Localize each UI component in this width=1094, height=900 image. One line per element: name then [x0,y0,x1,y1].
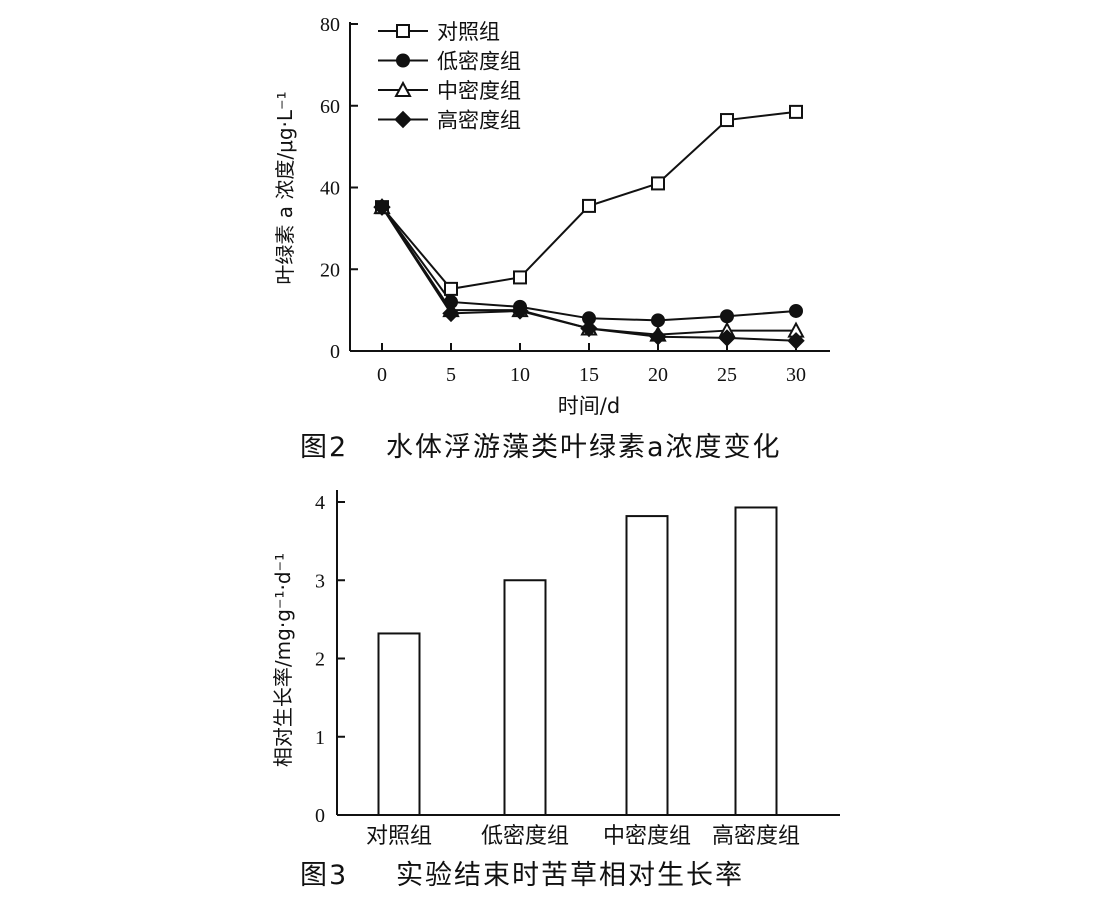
chart1-series-group [373,104,805,350]
chart1-x-tick-label: 0 [377,364,387,386]
chart1-x-ticks: 0 5 10 15 20 25 30 [377,343,806,386]
chart1-y-ticks: 0 20 40 60 80 [320,14,358,363]
legend-label: 低密度组 [437,50,521,74]
series-1-point [651,176,665,191]
series-4-point [511,302,529,320]
legend-label: 对照组 [437,20,500,44]
series-4-point [373,198,391,216]
chart1-x-tick-label: 25 [717,364,737,386]
series-2-point [789,303,803,318]
chart2-caption-title: 实验结束时苦草相对生长率 [396,860,744,891]
series-1-point [513,270,527,285]
chart1-x-tick-label: 15 [579,364,599,386]
series-1-point [582,198,596,213]
series-1-point [789,104,803,119]
bar-4 [734,506,778,816]
series-4-point [580,319,598,338]
legend-label: 高密度组 [437,109,521,133]
series-1-point [444,281,458,296]
chart1-y-tick-label: 20 [320,259,340,281]
chart1-x-tick-label: 20 [648,364,668,386]
legend-marker [394,110,412,129]
legend-marker [394,80,412,97]
chart2-y-tick-label: 0 [315,805,325,827]
series-2-point [651,313,665,328]
series-4-point [718,329,736,347]
chart2-y-axis-label: 相对生长率/mg·g⁻¹·d⁻¹ [271,553,295,767]
chart2-y-tick-label: 2 [315,649,325,671]
chart2-y-tick-label: 1 [315,727,325,749]
legend-marker [396,24,410,38]
chart1-y-tick-label: 0 [330,341,340,363]
series-2-point [720,309,734,324]
chart2-bars [377,506,778,817]
category-label: 对照组 [366,824,432,849]
chart1-x-tick-label: 30 [786,364,806,386]
bar-1 [377,632,421,817]
chart1-y-axis-label: 叶绿素 a 浓度/μg·L⁻¹ [273,91,297,284]
chart1-y-tick-label: 80 [320,14,340,36]
chart2-caption-number: 图3 [300,860,348,891]
bar-3 [625,515,669,817]
series-1-point [720,113,734,128]
chart1-caption-number: 图2 [300,432,348,463]
series-4-point [649,327,667,346]
series-4-point [442,304,460,323]
chart1-y-tick-label: 60 [320,96,340,118]
category-label: 高密度组 [712,824,800,849]
category-label: 中密度组 [603,824,691,849]
legend-marker [396,53,410,68]
series-4-point [787,332,805,350]
bar-2 [503,579,547,816]
chart-growth-rate-bar: 0 1 2 3 4 对照组 低密度组 中密度组 高密度组 相对生长率/mg·g⁻¹·d⁻¹ 图… [271,490,840,891]
chart1-x-tick-label: 5 [446,364,456,386]
chart1-axes [349,22,830,352]
legend-label: 中密度组 [437,79,521,103]
chart1-x-tick-label: 10 [510,364,530,386]
category-label: 低密度组 [481,824,569,849]
chart2-y-tick-label: 4 [315,492,325,514]
chart2-y-tick-label: 3 [315,570,325,592]
chart2-y-ticks: 0 1 2 3 4 [315,492,345,827]
chart2-category-labels: 对照组 低密度组 中密度组 高密度组 [366,824,800,849]
chart1-x-axis-label: 时间/d [558,394,620,418]
chart1-caption-title: 水体浮游藻类叶绿素a浓度变化 [386,432,782,463]
chart1-y-tick-label: 40 [320,178,340,200]
